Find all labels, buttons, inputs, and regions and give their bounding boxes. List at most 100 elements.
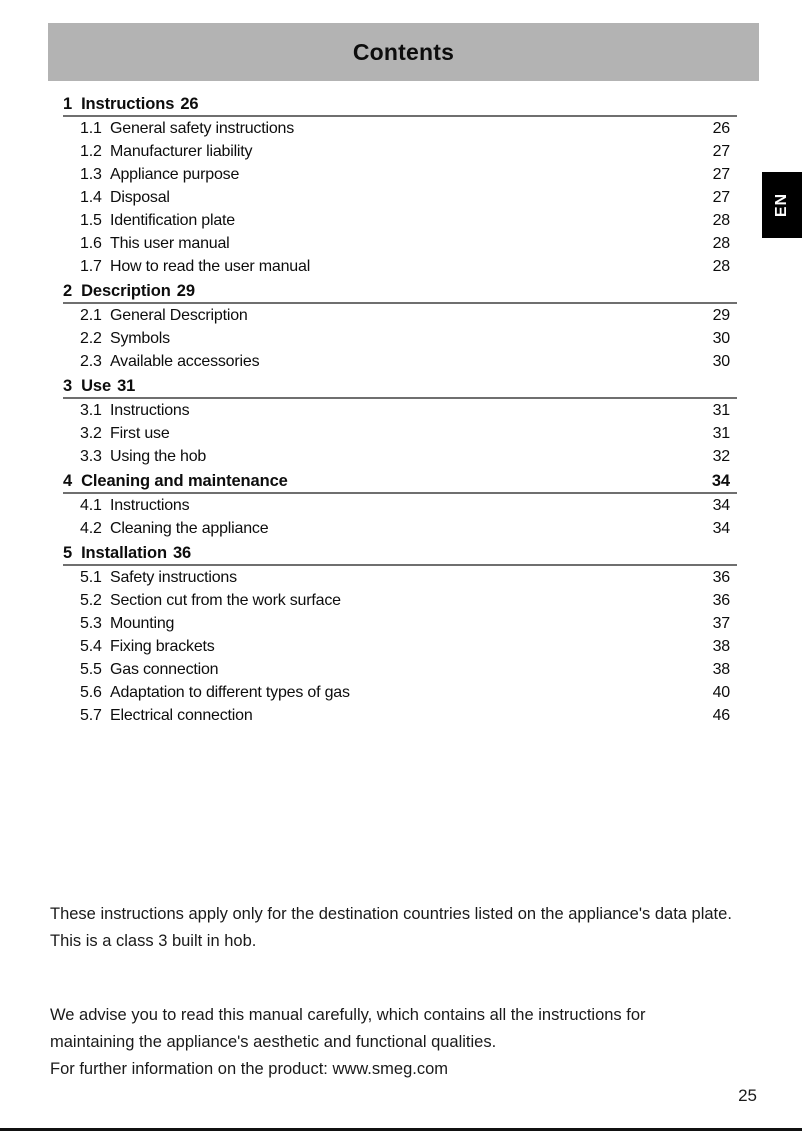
entry-number: 5.6	[80, 684, 102, 701]
entry-title: First use	[110, 425, 170, 442]
entry-number: 5.7	[80, 707, 102, 724]
entry-page-number: 34	[712, 497, 731, 514]
entry-page-number: 32	[712, 448, 731, 465]
entry-page-number: 28	[712, 212, 731, 229]
section-page-number: 31	[117, 377, 136, 395]
section-page-number: 34	[711, 472, 730, 490]
entry-title: General Description	[110, 307, 248, 324]
section-page-number: 26	[180, 95, 199, 113]
entry-page-number: 38	[712, 638, 731, 655]
destination-note: These instructions apply only for the de…	[50, 901, 770, 955]
toc-entry: 2.1 General Description 29	[63, 304, 737, 327]
entry-page-number: 26	[712, 120, 731, 137]
entry-number: 3.1	[80, 402, 102, 419]
entry-number: 3.3	[80, 448, 102, 465]
toc-section-heading: 4 Cleaning and maintenance 34	[63, 470, 737, 494]
entry-number: 1.4	[80, 189, 102, 206]
page-title: Contents	[352, 38, 455, 65]
entry-page-number: 37	[712, 615, 731, 632]
page-number: 25	[738, 1086, 757, 1105]
entry-number: 5.5	[80, 661, 102, 678]
toc-entry: 1.6 This user manual 28	[63, 232, 737, 255]
entry-title: Instructions	[110, 497, 190, 514]
entry-number: 4.2	[80, 520, 102, 537]
toc-entry: 1.3 Appliance purpose 27	[63, 163, 737, 186]
section-number: 2	[63, 282, 73, 300]
entry-title: Mounting	[110, 615, 175, 632]
entry-number: 1.6	[80, 235, 102, 252]
entry-title: Safety instructions	[110, 569, 237, 586]
entry-page-number: 28	[712, 258, 731, 275]
toc-entry: 2.2 Symbols 30	[63, 327, 737, 350]
note-line: We advise you to read this manual carefu…	[50, 1006, 646, 1024]
entry-title: Gas connection	[110, 661, 219, 678]
section-title: Description	[81, 282, 171, 300]
section-page-number: 36	[172, 544, 192, 562]
entry-title: Electrical connection	[110, 707, 253, 724]
entry-number: 2.3	[80, 353, 102, 370]
entry-title: Section cut from the work surface	[110, 592, 341, 609]
toc-entry: 1.1 General safety instructions 26	[63, 117, 737, 140]
entry-number: 5.3	[80, 615, 102, 632]
entry-page-number: 29	[712, 307, 731, 324]
entry-title: General safety instructions	[110, 120, 295, 137]
toc-entry: 5.4 Fixing brackets 38	[63, 635, 737, 658]
toc-entry: 1.5 Identification plate 28	[63, 209, 737, 232]
entry-page-number: 40	[712, 684, 731, 701]
section-title: Cleaning and maintenance	[81, 472, 288, 490]
entry-title: Appliance purpose	[110, 166, 240, 183]
section-number: 3	[63, 377, 73, 395]
entry-number: 4.1	[80, 497, 102, 514]
entry-title: This user manual	[110, 235, 230, 252]
toc-entry: 3.1 Instructions 31	[63, 399, 737, 422]
toc-section: 1 Instructions 26 1.1 General safety instruc…	[63, 93, 737, 278]
note-line: This is a class 3 built in hob.	[50, 932, 257, 950]
entry-number: 5.4	[80, 638, 102, 655]
entry-number: 3.2	[80, 425, 102, 442]
toc-section: 4 Cleaning and maintenance 34 4.1 Instructio…	[63, 470, 737, 540]
bottom-rule	[0, 1128, 802, 1131]
toc-entry: 4.1 Instructions 34	[63, 494, 737, 517]
language-tab-label: EN	[772, 192, 790, 218]
entry-page-number: 46	[712, 707, 731, 724]
note-line: These instructions apply only for the de…	[50, 905, 732, 923]
section-page-number: 29	[176, 282, 195, 300]
entry-page-number: 38	[712, 661, 731, 678]
entry-title: Using the hob	[110, 448, 207, 465]
advice-note: We advise you to read this manual carefu…	[50, 1002, 770, 1083]
toc-entry: 5.5 Gas connection 38	[63, 658, 737, 681]
entry-title: Manufacturer liability	[110, 143, 253, 160]
entry-title: Available accessories	[110, 353, 260, 370]
section-number: 1	[63, 95, 73, 113]
toc-entry: 3.2 First use 31	[63, 422, 737, 445]
entry-page-number: 34	[712, 520, 731, 537]
toc-section-heading: 1 Instructions 26	[63, 93, 737, 117]
entry-number: 1.3	[80, 166, 102, 183]
toc-entry: 3.3 Using the hob 32	[63, 445, 737, 468]
entry-title: Instructions	[110, 402, 190, 419]
toc-section: 5 Installation 36 5.1 Safety instructions 36 5…	[63, 542, 737, 727]
entry-number: 1.2	[80, 143, 102, 160]
toc-entry: 5.7 Electrical connection 46	[63, 704, 737, 727]
toc-section-heading: 3 Use 31	[63, 375, 737, 399]
entry-page-number: 31	[712, 402, 731, 419]
entry-title: Fixing brackets	[110, 638, 215, 655]
entry-page-number: 36	[712, 592, 731, 609]
entry-title: How to read the user manual	[110, 258, 311, 275]
entry-title: Cleaning the appliance	[110, 520, 269, 537]
entry-title: Adaptation to different types of gas	[110, 684, 350, 701]
entry-number: 2.2	[80, 330, 102, 347]
entry-number: 2.1	[80, 307, 102, 324]
entry-title: Disposal	[110, 189, 170, 206]
toc-section-heading: 2 Description 29	[63, 280, 737, 304]
entry-page-number: 30	[712, 353, 731, 370]
toc-entry: 1.4 Disposal 27	[63, 186, 737, 209]
entry-number: 5.2	[80, 592, 102, 609]
toc-section-heading: 5 Installation 36	[63, 542, 737, 566]
toc-entry: 5.6 Adaptation to different types of gas 4…	[63, 681, 737, 704]
entry-number: 1.5	[80, 212, 102, 229]
entry-page-number: 27	[712, 166, 731, 183]
toc-entry: 5.2 Section cut from the work surface 36	[63, 589, 737, 612]
entry-number: 1.7	[80, 258, 102, 275]
entry-page-number: 27	[712, 189, 731, 206]
